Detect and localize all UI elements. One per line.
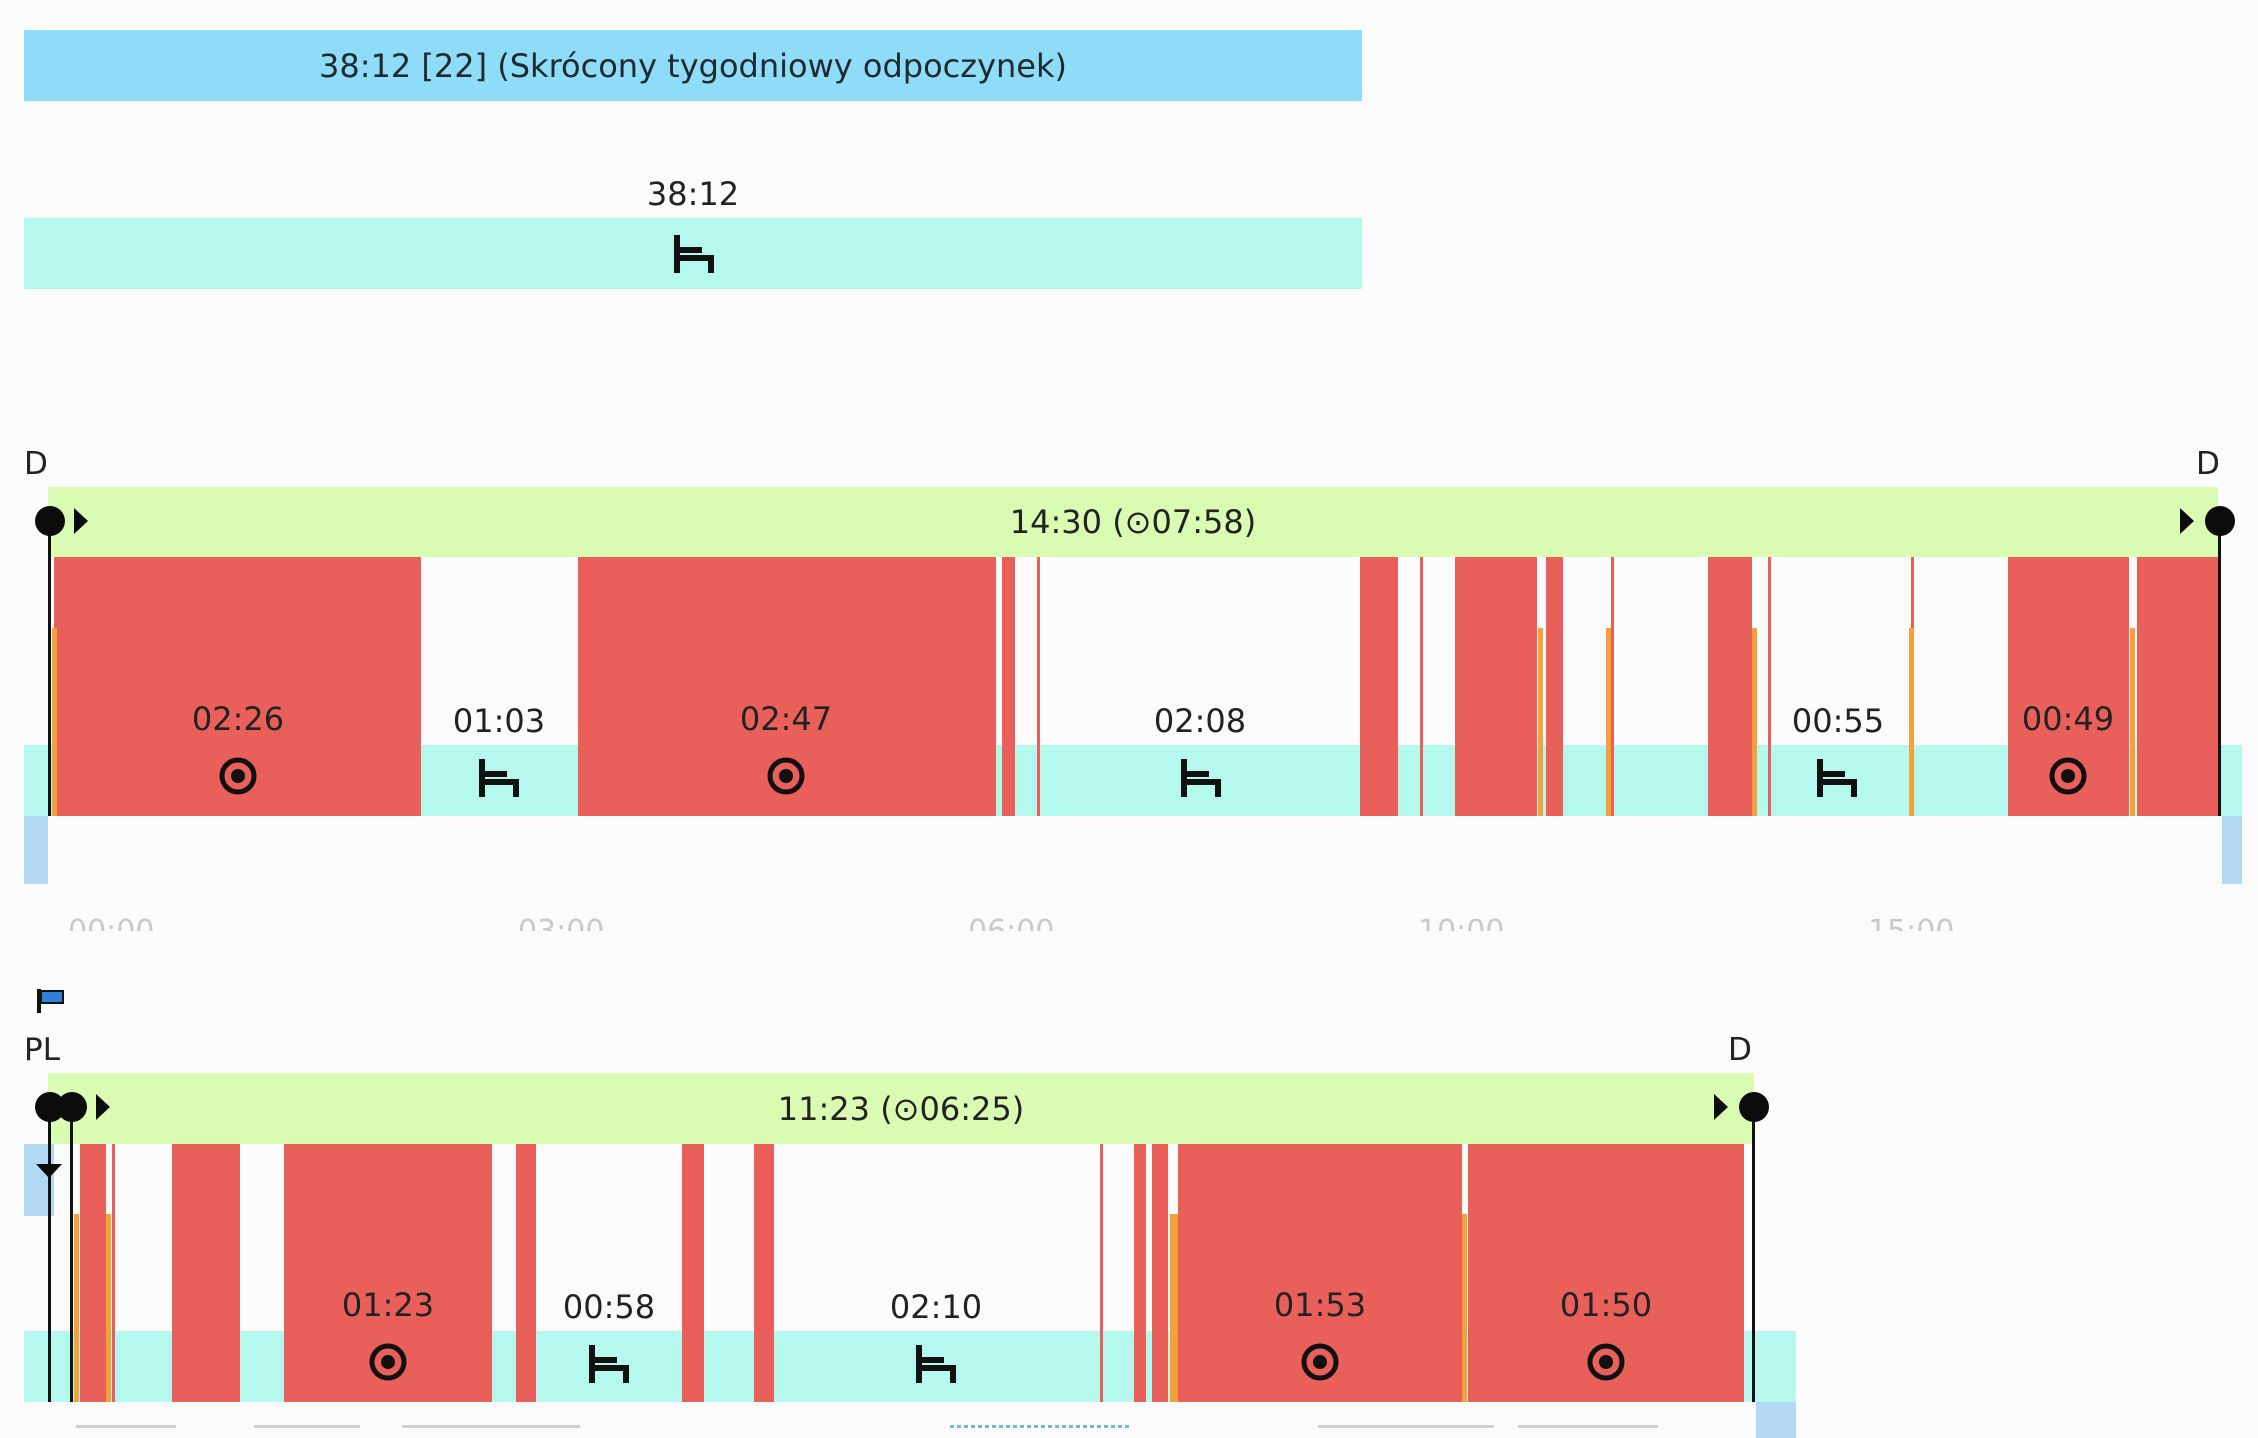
bed-icon	[669, 232, 719, 276]
day2-work-mark	[112, 1144, 115, 1402]
steering-wheel-icon	[2046, 754, 2090, 798]
day2-work-block[interactable]	[1134, 1144, 1146, 1402]
day1-work-mark	[1611, 557, 1614, 816]
day2-work-block[interactable]	[516, 1144, 536, 1402]
weekly-rest-band[interactable]	[24, 218, 1362, 289]
bed-icon	[584, 1342, 634, 1386]
day2-end-stub	[1756, 1402, 1796, 1438]
day1-start-dot[interactable]	[35, 506, 65, 536]
day2-axis-line	[254, 1425, 360, 1428]
day2-work-block[interactable]	[172, 1144, 240, 1402]
day1-segment-duration: 02:08	[1153, 702, 1247, 740]
day2-end-dot[interactable]	[1739, 1092, 1769, 1122]
day2-segment-duration: 01:53	[1273, 1286, 1367, 1324]
day1-end-arrow	[2180, 508, 2194, 534]
day1-work-block[interactable]	[1546, 557, 1563, 816]
day1-start-stub	[24, 816, 48, 884]
bed-icon	[1176, 756, 1226, 800]
bed-icon	[474, 756, 524, 800]
day1-axis-tick: 00:00	[68, 913, 154, 931]
day1-shift-bar[interactable]: 14:30 (⊙07:58)	[48, 487, 2218, 557]
steering-wheel-icon	[764, 754, 808, 798]
day2-work-mark	[1100, 1144, 1103, 1402]
day1-work-block[interactable]	[2137, 557, 2218, 816]
bed-icon	[911, 1342, 961, 1386]
day2-axis-line	[1518, 1425, 1658, 1428]
day2-axis-line	[1318, 1425, 1494, 1428]
day2-start-arrow	[96, 1094, 110, 1120]
day1-other-work-mark	[2130, 628, 2135, 816]
day2-other-work-mark	[1170, 1214, 1178, 1402]
bed-icon	[1812, 756, 1862, 800]
day2-shift-bar[interactable]: 11:23 (⊙06:25)	[48, 1073, 1754, 1144]
day2-axis-line	[402, 1425, 580, 1428]
day2-second-line	[70, 1106, 73, 1402]
day2-segment-duration: 01:50	[1559, 1286, 1653, 1324]
day1-work-mark	[1037, 557, 1040, 816]
day2-segment-duration: 00:58	[562, 1288, 656, 1326]
day1-work-block[interactable]	[1002, 557, 1015, 816]
day1-start-marker: D	[24, 446, 48, 482]
day2-start-line	[48, 1106, 51, 1402]
steering-wheel-icon	[1298, 1340, 1342, 1384]
day1-start-arrow	[74, 508, 88, 534]
day1-other-work-mark	[1752, 628, 1757, 816]
day1-segment-duration: 00:55	[1791, 702, 1885, 740]
weekly-rest-title: 38:12 [22] (Skrócony tygodniowy odpoczyn…	[319, 46, 1067, 85]
day2-end-marker: D	[1728, 1032, 1752, 1068]
day2-second-dot[interactable]	[57, 1092, 87, 1122]
day1-axis-tick: 03:00	[518, 913, 604, 931]
day2-work-block[interactable]	[682, 1144, 704, 1402]
steering-wheel-icon	[1584, 1340, 1628, 1384]
weekly-rest-bar[interactable]: 38:12 [22] (Skrócony tygodniowy odpoczyn…	[24, 30, 1362, 101]
day1-other-work-mark	[1606, 628, 1611, 816]
day1-end-marker: D	[2196, 446, 2220, 482]
day2-segment-duration: 02:10	[889, 1288, 983, 1326]
flag-icon[interactable]	[36, 988, 66, 1014]
day1-start-line	[48, 520, 51, 816]
day1-axis-tick: 10:00	[1418, 913, 1504, 931]
day1-work-mark	[1420, 557, 1423, 816]
day1-axis-tick: 06:00	[968, 913, 1054, 931]
day1-other-work-mark	[52, 628, 57, 816]
steering-wheel-icon	[366, 1340, 410, 1384]
day2-end-line	[1752, 1106, 1755, 1402]
day1-work-mark	[1768, 557, 1771, 816]
day1-segment-duration: 01:03	[452, 702, 546, 740]
day1-other-work-mark	[1538, 628, 1543, 816]
day1-end-line	[2218, 520, 2221, 816]
weekly-rest-total-label: 38:12	[646, 175, 740, 213]
day2-work-block[interactable]	[754, 1144, 774, 1402]
day1-segment-duration: 02:47	[739, 700, 833, 738]
day1-segment-duration: 00:49	[2021, 700, 2115, 738]
day2-down-arrow	[36, 1164, 62, 1178]
day2-other-work-mark	[74, 1214, 79, 1402]
day1-summary: 14:30 (⊙07:58)	[1009, 503, 1257, 541]
day2-work-block[interactable]	[1152, 1144, 1168, 1402]
day1-segment-duration: 02:26	[191, 700, 285, 738]
day2-summary: 11:23 (⊙06:25)	[777, 1089, 1025, 1128]
steering-wheel-icon	[216, 754, 260, 798]
day2-axis-line	[950, 1425, 1130, 1428]
day2-axis-line	[76, 1425, 176, 1428]
day1-other-work-mark	[1909, 628, 1914, 816]
day2-start-marker: PL	[24, 1032, 60, 1068]
day1-end-dot[interactable]	[2205, 506, 2235, 536]
day2-other-work-mark	[106, 1214, 111, 1402]
day2-other-work-mark	[1462, 1214, 1467, 1402]
day2-end-arrow	[1714, 1094, 1728, 1120]
day1-end-stub	[2222, 816, 2242, 884]
day2-work-block[interactable]	[80, 1144, 106, 1402]
day2-segment-duration: 01:23	[341, 1286, 435, 1324]
day1-work-block[interactable]	[1455, 557, 1537, 816]
day1-work-block[interactable]	[1708, 557, 1752, 816]
day1-axis-tick: 15:00	[1868, 913, 1954, 931]
day1-work-block[interactable]	[1360, 557, 1398, 816]
